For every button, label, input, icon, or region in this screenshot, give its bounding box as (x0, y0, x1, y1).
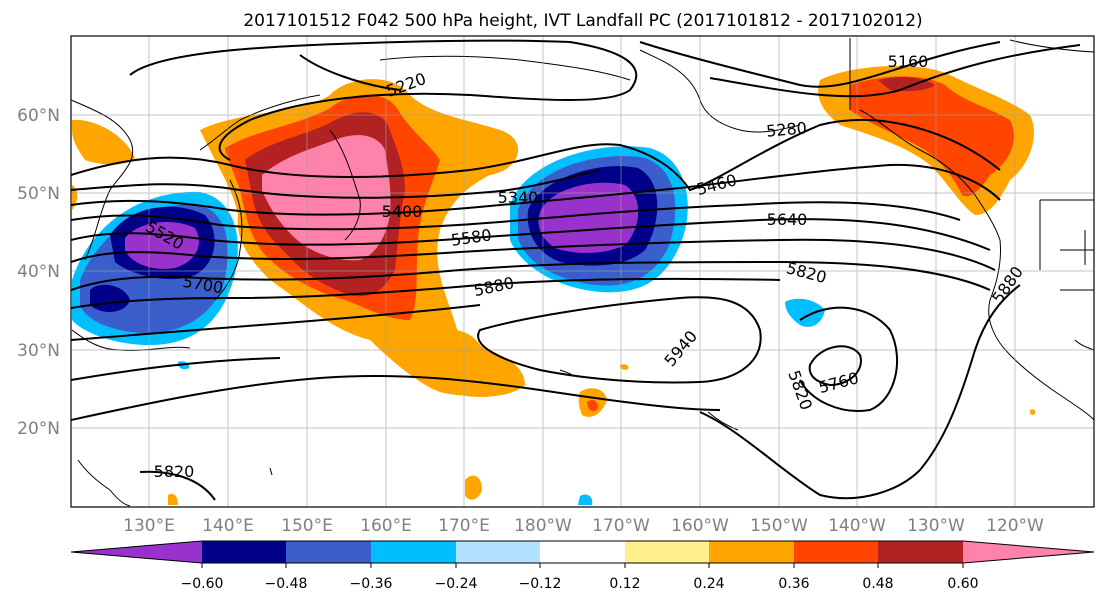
latitude-label: 50°N (17, 184, 60, 204)
contour-label: 5160 (888, 52, 929, 71)
longitude-label: 130°E (123, 516, 175, 536)
longitude-label: 170°W (592, 516, 650, 536)
longitude-label: 150°W (750, 516, 808, 536)
colorbar-segments (70, 540, 1095, 568)
contour-label: 5640 (767, 210, 808, 229)
coastlines (71, 38, 1094, 507)
colorbar-segment (71, 541, 202, 563)
longitude-label: 140°W (828, 516, 886, 536)
colorbar-tick-label: −0.36 (350, 576, 393, 592)
colorbar-tick-label: 0.48 (862, 576, 893, 592)
height-contours (71, 39, 1081, 501)
colorbar-segment (625, 541, 709, 563)
latitude-labels: 60°N 50°N 40°N 30°N 20°N (17, 106, 60, 439)
map-frame (70, 35, 1095, 508)
latitude-label: 30°N (17, 341, 60, 361)
map-panel: 5160 5220 5280 5340 5400 5460 5520 5580 … (70, 35, 1095, 508)
contour-label: 5400 (382, 202, 423, 221)
colorbar-segment (794, 541, 878, 563)
latitude-label: 20°N (17, 419, 60, 439)
contour-label: 5820 (154, 462, 195, 481)
longitude-labels: 130°E 140°E 150°E 160°E 170°E 180°W 170°… (123, 516, 1044, 536)
colorbar-segment (456, 541, 540, 563)
colorbar-tick-label: −0.12 (519, 576, 562, 592)
colorbar-segment (709, 541, 794, 563)
colorbar-segment (286, 541, 371, 563)
longitude-label: 130°W (907, 516, 965, 536)
colorbar-tick-label: 0.12 (609, 576, 640, 592)
longitude-label: 160°E (360, 516, 412, 536)
colorbar-tick-label: 0.24 (693, 576, 724, 592)
latitude-label: 60°N (17, 106, 60, 126)
contour-label: 5340 (498, 188, 539, 207)
colorbar-tick-label: −0.24 (435, 576, 478, 592)
colorbar-segment (963, 541, 1094, 563)
colorbar: −0.60 −0.48 −0.36 −0.24 −0.12 0.12 0.24 … (70, 540, 1095, 592)
longitude-label: 150°E (281, 516, 333, 536)
colorbar-tick-label: −0.60 (181, 576, 224, 592)
colorbar-segment (202, 541, 286, 563)
longitude-label: 170°E (438, 516, 490, 536)
colorbar-segment (371, 541, 456, 563)
latitude-label: 40°N (17, 262, 60, 282)
figure-title: 2017101512 F042 500 hPa height, IVT Land… (243, 11, 922, 31)
gridlines (71, 36, 1094, 507)
longitude-label: 140°E (202, 516, 254, 536)
colorbar-tick-labels: −0.60 −0.48 −0.36 −0.24 −0.12 0.12 0.24 … (181, 576, 979, 592)
longitude-label: 180°W (514, 516, 572, 536)
colorbar-tick-label: 0.36 (778, 576, 809, 592)
colorbar-segment (540, 541, 625, 563)
longitude-label: 120°W (986, 516, 1044, 536)
longitude-label: 160°W (671, 516, 729, 536)
contour-label: 5280 (765, 118, 807, 140)
colorbar-segment (878, 541, 963, 563)
colorbar-tick-label: −0.48 (265, 576, 308, 592)
colorbar-tick-label: 0.60 (947, 576, 978, 592)
